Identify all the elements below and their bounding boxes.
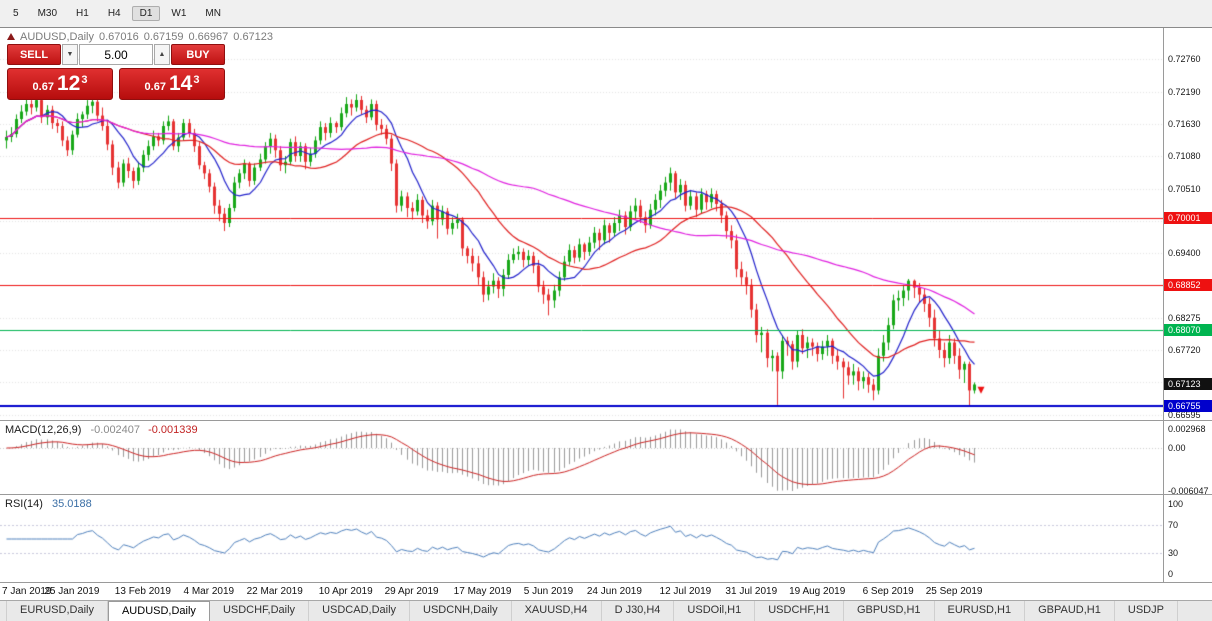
rsi-axis-label: 30 — [1168, 548, 1179, 558]
axis-separator — [1163, 28, 1164, 582]
date-label: 4 Mar 2019 — [183, 586, 235, 597]
tab-usdcad-daily[interactable]: USDCAD,Daily — [309, 601, 411, 621]
timeframe-button-m30[interactable]: M30 — [37, 8, 58, 19]
ask-pip-fraction: 3 — [193, 74, 200, 86]
price-tick: 0.72760 — [1168, 54, 1201, 64]
date-label: 10 Apr 2019 — [318, 586, 373, 597]
date-label: 25 Sep 2019 — [925, 586, 983, 597]
date-label: 12 Jul 2019 — [659, 586, 712, 597]
tab-usdchf-h1[interactable]: USDCHF,H1 — [755, 601, 844, 621]
tab-usdcnh-daily[interactable]: USDCNH,Daily — [410, 601, 512, 621]
price-level-badge: 0.67123 — [1164, 378, 1212, 391]
volume-decrease-button[interactable]: ▼ — [62, 44, 78, 65]
one-click-expander-icon[interactable] — [7, 33, 15, 40]
price-tick: 0.66595 — [1168, 409, 1201, 420]
date-label: 19 Aug 2019 — [789, 586, 846, 597]
timeframe-button-d1[interactable]: D1 — [131, 6, 161, 21]
chart-symbol-label: AUDUSD,Daily — [20, 31, 94, 43]
macd-canvas[interactable] — [0, 421, 1163, 494]
timeframe-button-h1[interactable]: H1 — [76, 8, 89, 19]
chart-tabbar: EURUSD,Daily AUDUSD,Daily USDCHF,Daily USDC… — [0, 600, 1212, 621]
rsi-value: 35.0188 — [51, 498, 92, 510]
date-label: 5 Jun 2019 — [523, 586, 574, 597]
price-tick: 0.72190 — [1168, 86, 1201, 97]
tab-gbpaud-h1[interactable]: GBPAUD,H1 — [1025, 601, 1115, 621]
ask-price-box[interactable]: 0.67 14 3 — [119, 68, 225, 100]
timeframe-button-5[interactable]: 5 — [13, 8, 19, 19]
tab-gbpusd-h1[interactable]: GBPUSD,H1 — [844, 601, 935, 621]
price-axis[interactable]: 0.727600.721900.716300.710800.705100.699… — [1163, 28, 1212, 582]
tab-eurusd-h1[interactable]: EURUSD,H1 — [935, 601, 1026, 621]
macd-label: MACD(12,26,9) -0.002407 -0.001339 — [5, 424, 198, 436]
date-label: 25 Jan 2019 — [44, 586, 100, 597]
price-tick: 0.70510 — [1168, 183, 1201, 194]
price-level-badge: 0.68070 — [1164, 323, 1212, 336]
ohlc-open: 0.67016 — [98, 31, 139, 43]
date-axis[interactable]: 7 Jan 2019 25 Jan 2019 13 Feb 2019 4 Mar 20… — [0, 582, 1212, 600]
ask-prefix: 0.67 — [144, 81, 166, 93]
macd-signal-value: -0.001339 — [148, 424, 198, 436]
rsi-label: RSI(14) 35.0188 — [5, 498, 92, 510]
price-tick: 0.71630 — [1168, 119, 1201, 130]
macd-axis-label: -0.006047 — [1168, 486, 1209, 496]
price-tick: 0.69400 — [1168, 248, 1201, 258]
chart-ohlc-info: AUDUSD,Daily 0.67016 0.67159 0.66967 0.67123 — [7, 31, 278, 43]
timeframe-button-w1[interactable]: W1 — [171, 8, 187, 19]
date-label: 31 Jul 2019 — [725, 586, 778, 597]
macd-axis-label: 0.002968 — [1168, 424, 1206, 435]
bid-prefix: 0.67 — [32, 81, 54, 93]
timeframe-button-h4[interactable]: H4 — [107, 8, 121, 19]
date-label: 24 Jun 2019 — [586, 586, 642, 597]
price-tick: 0.71080 — [1168, 151, 1201, 161]
date-label: 17 May 2019 — [453, 586, 512, 597]
bid-pip-fraction: 3 — [81, 74, 88, 86]
price-tick: 0.68275 — [1168, 312, 1201, 323]
price-level-badge: 0.68852 — [1164, 278, 1212, 291]
tab-usdjp[interactable]: USDJP — [1115, 601, 1178, 621]
rsi-axis-label: 100 — [1168, 499, 1184, 509]
ohlc-high: 0.67159 — [143, 31, 184, 43]
volume-input[interactable] — [79, 44, 153, 65]
price-level-badge: 0.70001 — [1164, 212, 1212, 225]
date-label: 29 Apr 2019 — [384, 586, 439, 597]
rsi-axis-label: 0 — [1168, 569, 1174, 579]
date-label: 13 Feb 2019 — [114, 586, 171, 597]
tab-usdchf-daily[interactable]: USDCHF,Daily — [210, 601, 310, 621]
buy-button[interactable]: BUY — [171, 44, 225, 65]
tab-usdoil-h1[interactable]: USDOil,H1 — [674, 601, 756, 621]
rsi-title: RSI(14) — [5, 498, 43, 510]
bid-price-box[interactable]: 0.67 12 3 — [7, 68, 113, 100]
macd-panel: MACD(12,26,9) -0.002407 -0.001339 — [0, 420, 1212, 494]
rsi-axis-label: 70 — [1168, 520, 1179, 530]
macd-axis-label: 0.00 — [1168, 443, 1186, 453]
sell-button[interactable]: SELL — [7, 44, 61, 65]
timeframe-toolbar: 5 M30 H1 H4 D1 W1 MN — [0, 0, 1212, 28]
date-label: 7 Jan 2019 — [2, 586, 52, 597]
ohlc-close: 0.67123 — [233, 31, 274, 43]
timeframe-button-mn[interactable]: MN — [205, 8, 221, 19]
tab-eurusd-daily[interactable]: EURUSD,Daily — [6, 601, 108, 621]
date-label: 6 Sep 2019 — [862, 586, 914, 597]
ohlc-low: 0.66967 — [188, 31, 229, 43]
rsi-canvas[interactable] — [0, 495, 1163, 582]
price-level-badge: 0.66755 — [1164, 399, 1212, 412]
volume-increase-button[interactable]: ▲ — [154, 44, 170, 65]
date-label: 22 Mar 2019 — [246, 586, 303, 597]
tab-audusd-daily[interactable]: AUDUSD,Daily — [107, 601, 210, 621]
tab-xauusd-h4[interactable]: XAUUSD,H4 — [512, 601, 602, 621]
price-tick: 0.67720 — [1168, 345, 1201, 356]
macd-title: MACD(12,26,9) — [5, 424, 82, 436]
tab-d-j30-h4[interactable]: D J30,H4 — [602, 601, 675, 621]
rsi-panel: RSI(14) 35.0188 — [0, 494, 1212, 582]
macd-main-value: -0.002407 — [90, 424, 141, 436]
bid-big-figure: 12 — [56, 72, 81, 95]
ask-big-figure: 14 — [168, 72, 193, 95]
